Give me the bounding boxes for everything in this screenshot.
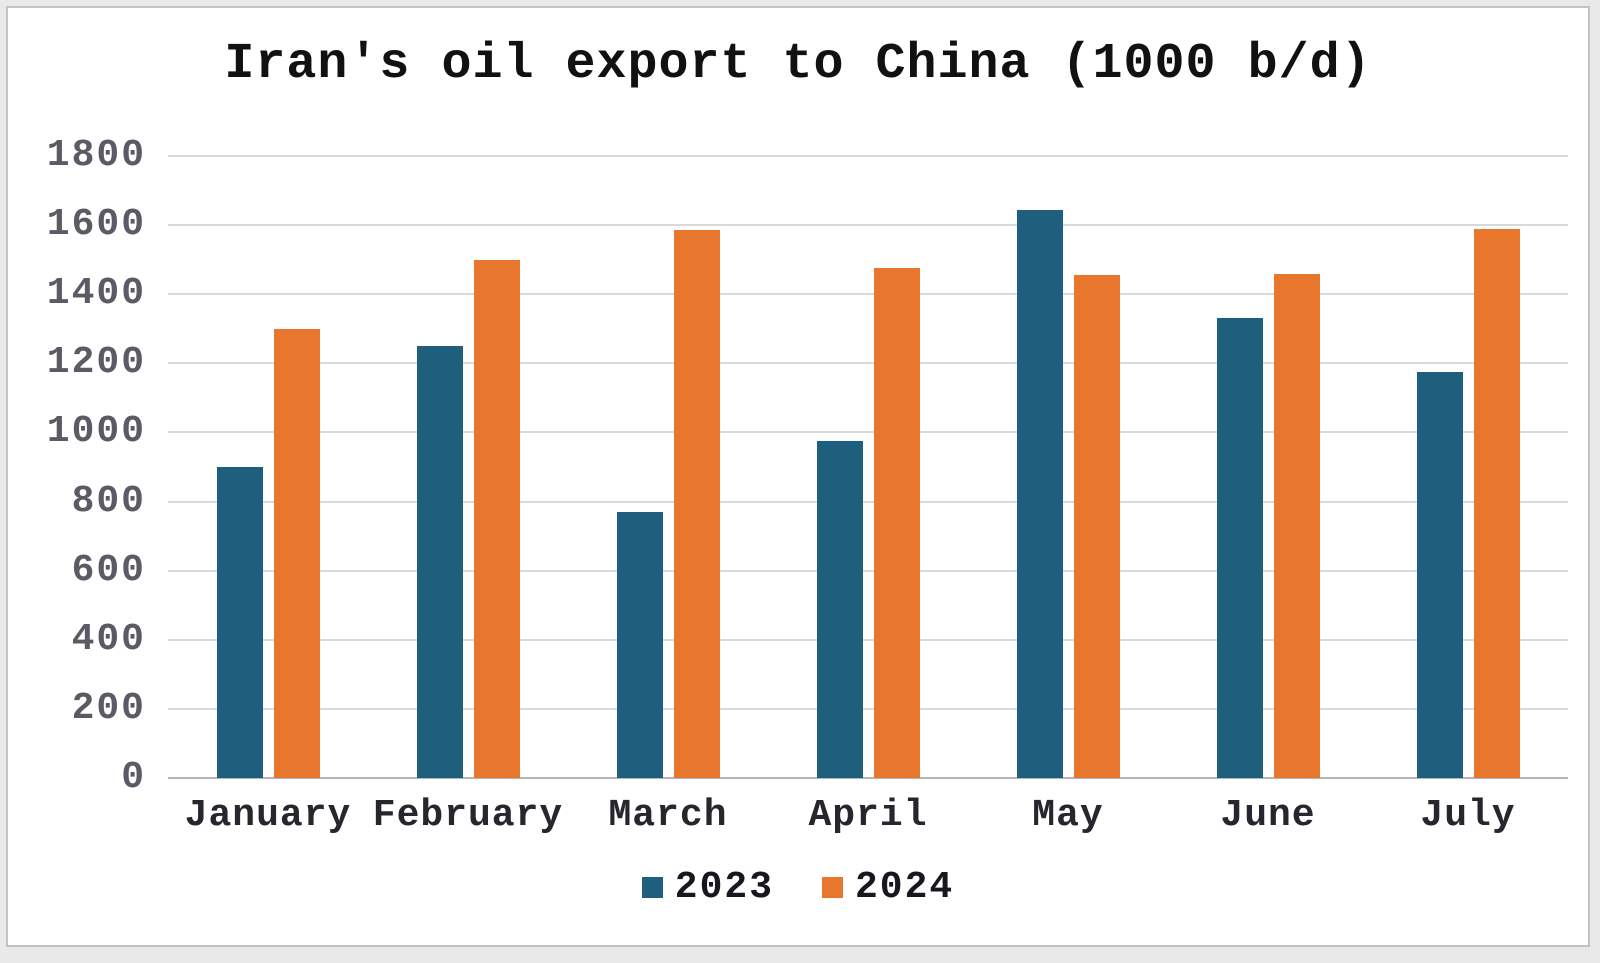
x-axis-label-may: May [1032,794,1104,837]
y-tick-label-800: 800 [71,479,146,523]
bar-2023-january [216,467,263,778]
bar-2024-june [1273,273,1320,778]
x-axis-line [168,777,1568,779]
x-axis-label-march: March [608,794,728,837]
bar-2024-january [273,328,320,778]
x-axis-label-june: June [1220,794,1316,837]
bar-2023-july [1416,371,1463,778]
y-tick-label-1200: 1200 [46,341,146,385]
legend-item-2023: 2023 [641,866,774,909]
y-tick-label-0: 0 [121,756,146,799]
legend-label-2023: 2023 [674,866,774,909]
bar-2023-april [816,441,863,778]
gridline-400 [168,638,1568,641]
y-tick-label-1800: 1800 [46,134,146,177]
y-tick-label-200: 200 [71,686,146,730]
bar-2023-february [416,346,463,778]
y-tick-label-600: 600 [71,548,146,592]
bar-2023-march [616,511,663,778]
gridline-1200 [168,362,1568,365]
plot-area [168,155,1568,779]
x-axis-label-july: July [1420,794,1516,837]
bar-2023-june [1216,318,1263,778]
gridline-800 [168,500,1568,503]
bar-2024-march [673,230,720,778]
y-tick-label-1000: 1000 [46,410,146,454]
legend-swatch-2024 [822,877,843,898]
y-tick-label-400: 400 [71,617,146,661]
legend-label-2024: 2024 [855,866,955,909]
legend: 2023 2024 [8,866,1588,909]
gridline-1800 [168,155,1568,157]
bar-2024-july [1473,228,1520,778]
gridline-1000 [168,431,1568,434]
y-tick-label-1400: 1400 [46,272,146,316]
chart-panel: Iran's oil export to China (1000 b/d) 20… [6,6,1590,947]
gridline-600 [168,569,1568,572]
bar-2024-february [473,259,520,778]
legend-item-2024: 2024 [822,866,954,909]
bar-2023-may [1016,209,1063,778]
gridline-1400 [168,293,1568,296]
x-axis-label-february: February [372,794,564,837]
gridline-200 [168,707,1568,710]
bar-2024-may [1073,275,1120,778]
y-tick-label-1600: 1600 [46,203,146,247]
bar-2024-april [873,268,920,778]
gridline-1600 [168,224,1568,227]
x-axis-label-january: January [184,794,352,837]
x-axis-label-april: April [808,794,928,837]
chart-title: Iran's oil export to China (1000 b/d) [224,36,1372,93]
legend-swatch-2023 [641,877,663,898]
